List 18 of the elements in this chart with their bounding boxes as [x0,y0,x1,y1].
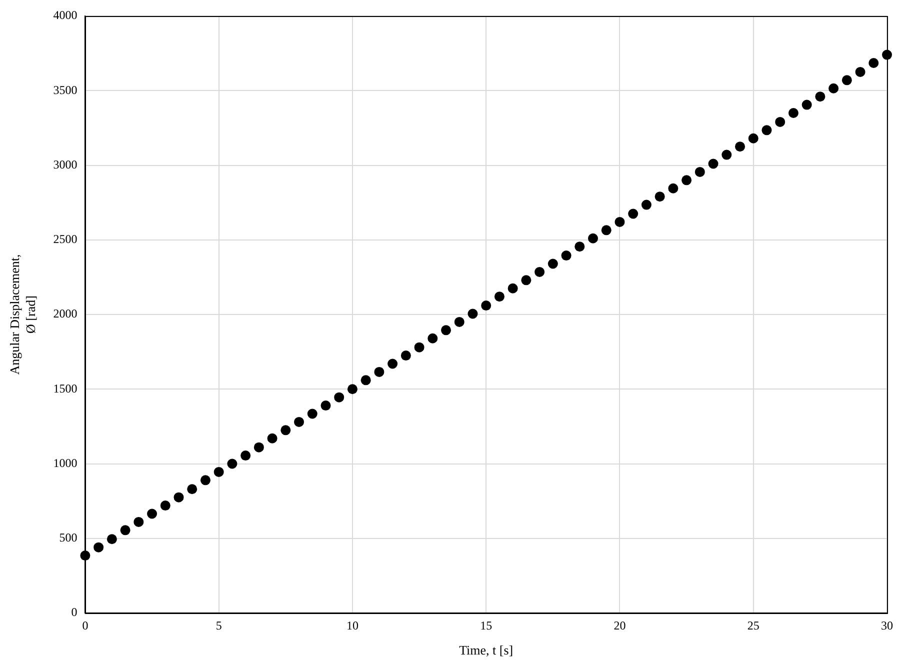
y-tick-label: 3000 [53,157,78,172]
x-tick-label: 15 [480,618,492,632]
y-tick-label: 2000 [53,306,78,321]
y-tick-label: 0 [71,605,78,620]
y-tick-label: 2500 [53,232,78,246]
x-axis-title: Time, t [s] [459,642,514,658]
x-tick-label: 25 [747,618,760,632]
y-tick-label: 1500 [53,381,78,396]
y-axis-title: Angular Displacement, Ø [rad] [7,254,38,375]
y-tick-label: 500 [59,530,78,545]
x-tick-label: 30 [881,618,893,632]
x-tick-label: 0 [82,618,88,632]
x-tick-label: 20 [614,618,626,632]
x-tick-label: 10 [346,618,358,632]
x-tick-label: 5 [216,618,222,632]
y-tick-label: 1000 [53,456,78,470]
y-tick-label: 3500 [53,82,78,97]
y-tick-label: 4000 [53,8,78,22]
